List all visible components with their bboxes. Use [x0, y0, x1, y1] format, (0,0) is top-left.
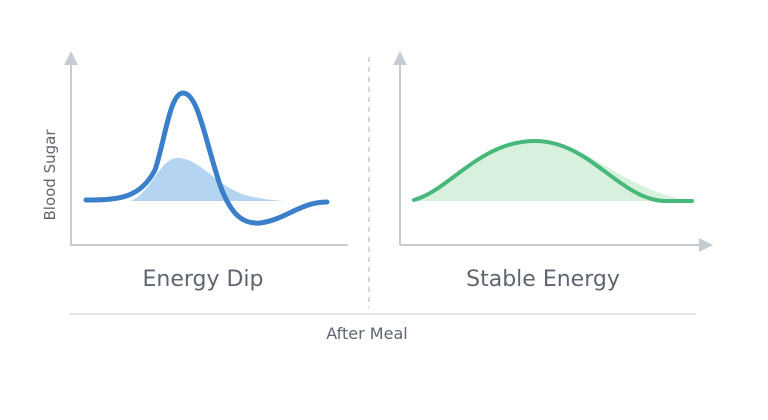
right-panel-title: Stable Energy: [466, 267, 620, 292]
stable-curve-line: [412, 138, 694, 203]
spike-curve-line: [83, 90, 330, 226]
moderate-curve-fill: [130, 158, 325, 202]
right-panel: Stable Energy: [393, 51, 713, 292]
y-axis-label: Blood Sugar: [41, 129, 59, 221]
stable-curve-fill: [414, 141, 692, 201]
left-panel-title: Energy Dip: [142, 267, 263, 292]
left-panel: Energy Dip: [64, 51, 348, 292]
x-axis-label: After Meal: [326, 324, 407, 343]
